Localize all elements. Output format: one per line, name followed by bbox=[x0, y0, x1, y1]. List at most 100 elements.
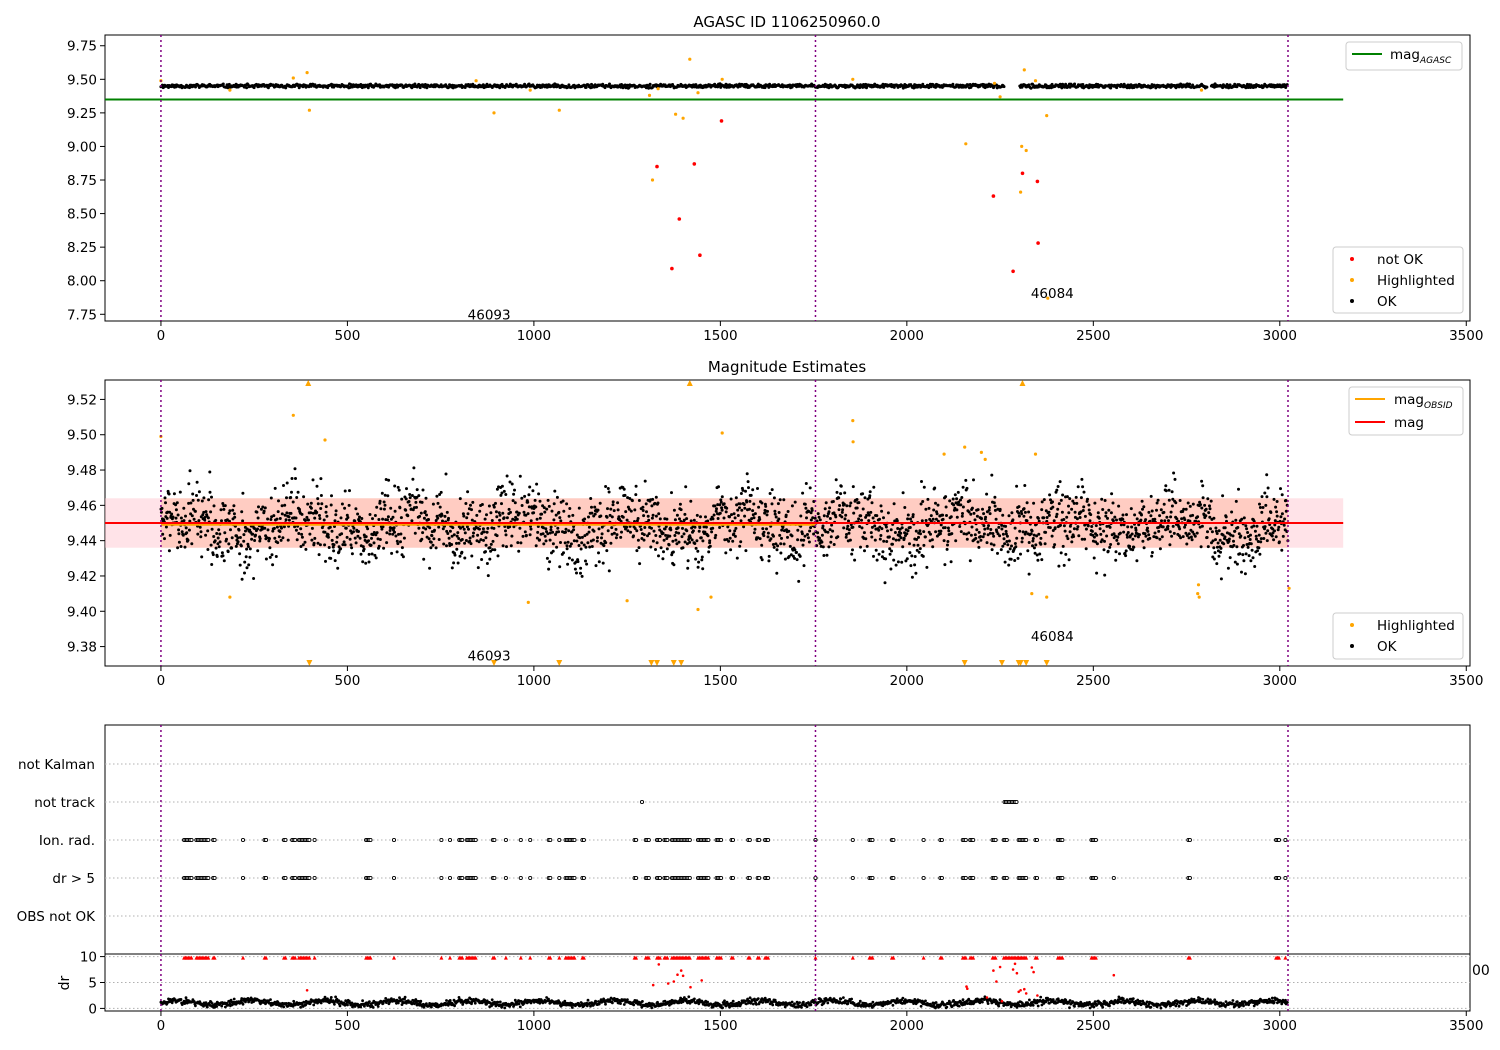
ok-point bbox=[852, 511, 856, 515]
ok-point bbox=[406, 514, 410, 518]
ok-point bbox=[285, 511, 289, 515]
ok-point bbox=[319, 507, 323, 510]
legend-box bbox=[1345, 41, 1463, 71]
ok-point bbox=[268, 555, 272, 559]
ok-point bbox=[187, 501, 191, 505]
ok-point bbox=[332, 549, 336, 553]
ok-point bbox=[589, 497, 593, 500]
ok-point bbox=[838, 504, 842, 507]
ok-point bbox=[1162, 510, 1166, 514]
flag-category-label: not track bbox=[34, 795, 95, 811]
ok-point bbox=[562, 551, 565, 555]
ok-point bbox=[736, 514, 740, 517]
ok-point bbox=[899, 531, 903, 535]
highlighted-point bbox=[1024, 148, 1028, 153]
ok-point bbox=[248, 547, 252, 551]
ok-point bbox=[381, 517, 385, 521]
ok-point bbox=[236, 540, 240, 544]
ok-point bbox=[243, 571, 246, 575]
highlighted-point bbox=[1030, 592, 1034, 596]
y-tick-label: 9.44 bbox=[67, 534, 97, 550]
legend-line-label: mag bbox=[1394, 415, 1424, 431]
ok-point bbox=[327, 546, 331, 549]
ok-point bbox=[1087, 508, 1091, 512]
ok-point bbox=[183, 545, 187, 549]
ok-point bbox=[851, 525, 855, 529]
ok-point bbox=[650, 504, 654, 508]
ok-point bbox=[633, 527, 637, 530]
y-tick-label: 8.00 bbox=[67, 274, 97, 290]
highlighted-point bbox=[492, 111, 496, 115]
ok-point bbox=[646, 514, 650, 518]
ok-point bbox=[1032, 501, 1036, 505]
ok-point bbox=[914, 529, 918, 533]
ok-point bbox=[518, 526, 522, 530]
ok-point bbox=[913, 555, 917, 558]
ok-point bbox=[256, 516, 260, 520]
ok-point bbox=[596, 536, 599, 540]
flag-point bbox=[460, 875, 465, 881]
ok-point bbox=[361, 560, 365, 564]
y-tick-label: 9.50 bbox=[67, 72, 97, 88]
ok-point bbox=[492, 505, 496, 509]
ok-point bbox=[323, 543, 327, 547]
ok-point bbox=[826, 514, 829, 518]
ok-point bbox=[395, 539, 399, 543]
ok-point bbox=[520, 496, 524, 500]
ok-point bbox=[851, 548, 854, 552]
ok-point bbox=[960, 496, 964, 499]
ok-point bbox=[837, 496, 841, 500]
ok-point bbox=[422, 557, 426, 561]
ok-point bbox=[846, 524, 850, 528]
ok-point bbox=[451, 86, 455, 90]
highlighted-point bbox=[307, 108, 311, 112]
ok-point bbox=[584, 85, 588, 89]
obsid-label: 46084 bbox=[1031, 629, 1074, 645]
flag-point bbox=[240, 837, 246, 843]
ok-point bbox=[496, 554, 500, 558]
ok-point bbox=[1172, 471, 1176, 475]
ok-point bbox=[501, 544, 505, 548]
ok-point bbox=[1238, 552, 1242, 556]
ok-point bbox=[931, 545, 935, 549]
ok-point bbox=[1153, 531, 1157, 535]
ok-point bbox=[489, 511, 493, 515]
ok-point bbox=[914, 571, 918, 575]
ok-point bbox=[586, 541, 590, 545]
ok-point bbox=[1159, 508, 1163, 512]
ok-point bbox=[663, 527, 667, 531]
ok-point bbox=[892, 85, 896, 89]
ok-point bbox=[1064, 552, 1068, 556]
ok-point bbox=[1249, 533, 1252, 537]
ok-point bbox=[859, 514, 863, 518]
ok-point bbox=[334, 509, 338, 513]
ok-point bbox=[998, 507, 1002, 511]
ok-point bbox=[1204, 514, 1208, 518]
ok-point bbox=[652, 529, 656, 533]
flag-point bbox=[971, 837, 976, 843]
ok-point bbox=[875, 558, 879, 562]
ok-point bbox=[398, 506, 402, 510]
ok-point bbox=[527, 493, 531, 497]
highlighted-point bbox=[526, 600, 530, 605]
ok-point bbox=[848, 504, 852, 508]
ok-point bbox=[431, 502, 435, 506]
flag-point bbox=[206, 837, 211, 843]
ok-point bbox=[1168, 530, 1172, 534]
ok-point bbox=[810, 508, 814, 512]
ok-point bbox=[872, 485, 876, 489]
ok-point bbox=[470, 518, 474, 522]
ok-point bbox=[600, 525, 604, 529]
ok-point bbox=[955, 515, 959, 519]
ok-point bbox=[752, 502, 756, 506]
ok-point bbox=[297, 532, 301, 535]
ok-point bbox=[730, 513, 733, 517]
ok-point bbox=[468, 536, 472, 540]
ok-point bbox=[465, 516, 469, 520]
ok-point bbox=[1234, 499, 1238, 503]
ok-point bbox=[400, 497, 404, 501]
ok-point bbox=[910, 575, 914, 579]
ok-point bbox=[271, 563, 275, 567]
ok-point bbox=[955, 508, 959, 512]
ok-point bbox=[312, 541, 316, 545]
